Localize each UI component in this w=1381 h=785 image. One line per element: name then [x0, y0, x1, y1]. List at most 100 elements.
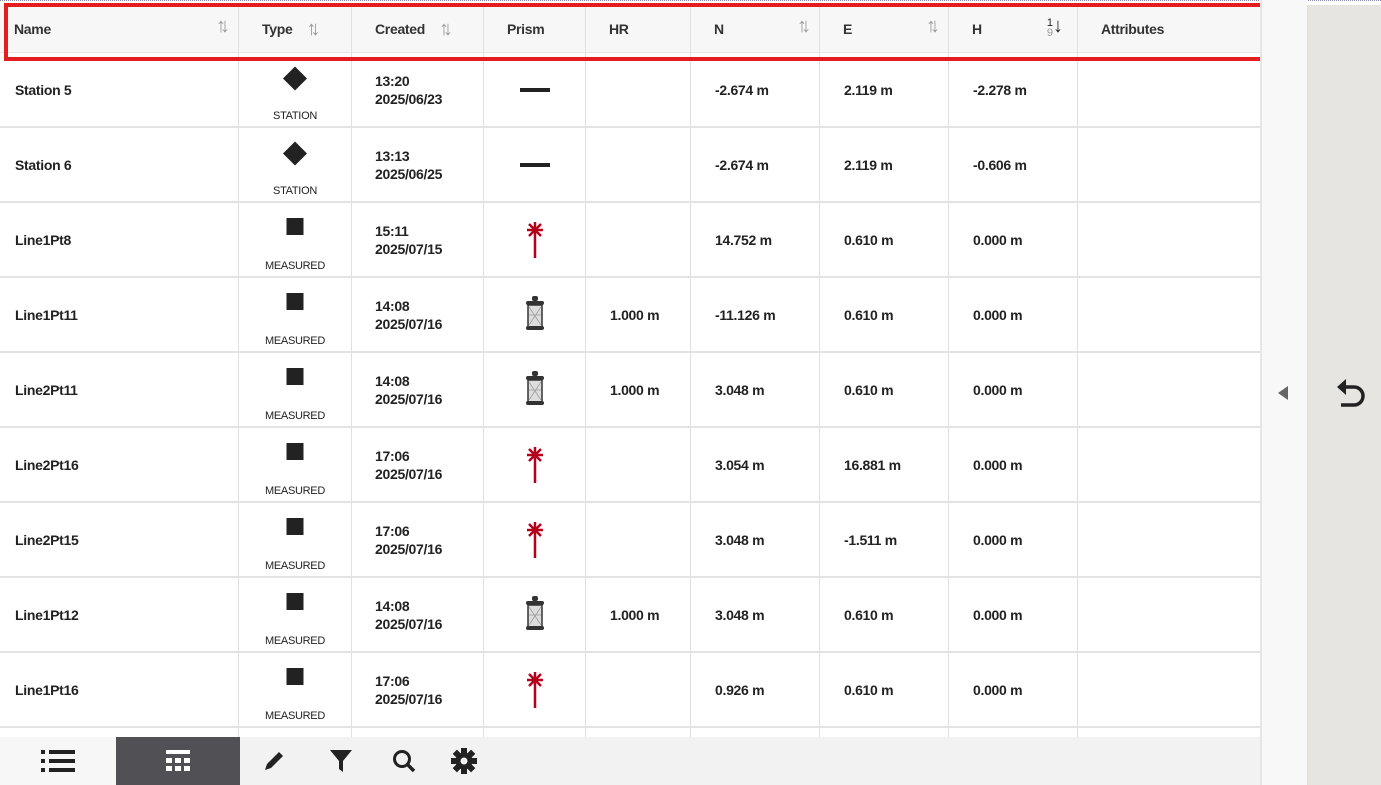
cell-prism — [484, 503, 586, 576]
cell-hr — [586, 428, 691, 501]
cell-attributes — [1078, 128, 1260, 201]
table-row[interactable]: Line1Pt8 MEASURED 15:11 2025/07/15 14.752 m 0… — [0, 203, 1260, 278]
h-value: 0.000 m — [973, 381, 1023, 398]
h-value: -2.278 m — [973, 81, 1027, 98]
filter-button[interactable] — [307, 737, 374, 785]
points-table: Name ↑↓ Type ↑↓ Created ↑↓ Prism HR N ↑↓ E ↑↓ H 1 9↓ At… — [0, 5, 1260, 737]
n-value: -2.674 m — [715, 81, 769, 98]
cell-hr — [586, 503, 691, 576]
table-row[interactable]: Station 6 STATION 13:13 2025/06/25 -2.674 m 2… — [0, 128, 1260, 203]
created-date: 2025/07/16 — [375, 615, 443, 632]
column-header-prism[interactable]: Prism — [484, 5, 586, 53]
column-header-h[interactable]: H 1 9↓ — [949, 5, 1078, 53]
column-header-type[interactable]: Type ↑↓ — [239, 5, 352, 53]
cell — [352, 728, 484, 737]
cell-created: 13:13 2025/06/25 — [352, 128, 484, 201]
sort-icon[interactable]: ↑↓ — [797, 15, 811, 37]
cell-attributes — [1078, 353, 1260, 426]
column-header-created[interactable]: Created ↑↓ — [352, 5, 484, 53]
measured-point-icon — [286, 293, 304, 310]
hr-value: 1.000 m — [610, 381, 660, 398]
cell-type: STATION — [239, 128, 352, 201]
cell — [820, 728, 949, 737]
n-value: 0.926 m — [715, 681, 765, 698]
cell-name: Line1Pt16 — [0, 653, 239, 726]
column-label: N — [714, 21, 724, 37]
hr-value: 1.000 m — [610, 306, 660, 323]
table-row[interactable]: Line2Pt11 MEASURED 14:08 2025/07/16 1.000 m 3… — [0, 353, 1260, 428]
table-button[interactable] — [116, 737, 240, 785]
table-row[interactable]: Line2Pt15 MEASURED 17:06 2025/07/16 3.048 m -… — [0, 503, 1260, 578]
cell-prism — [484, 353, 586, 426]
column-label: E — [843, 21, 853, 37]
cell-hr: 1.000 m — [586, 353, 691, 426]
sort-icon[interactable]: ↑↓ — [216, 15, 230, 37]
column-header-hr[interactable]: HR — [586, 5, 691, 53]
measured-point-icon — [286, 668, 304, 685]
undo-icon[interactable] — [1336, 377, 1368, 413]
created-time: 13:13 — [375, 147, 410, 164]
sort-icon[interactable]: ↑↓ — [306, 17, 320, 40]
table-row[interactable]: Line1Pt11 MEASURED 14:08 2025/07/16 1.000 m -… — [0, 278, 1260, 353]
collapse-arrow-icon[interactable] — [1278, 386, 1288, 400]
side-panel — [1260, 0, 1307, 785]
column-header-name[interactable]: Name ↑↓ — [0, 5, 239, 53]
bottom-toolbar — [0, 737, 1260, 785]
gear-button[interactable] — [434, 737, 494, 785]
no-prism-icon — [519, 87, 550, 92]
search-button[interactable] — [374, 737, 434, 785]
cell-n: -2.674 m — [691, 128, 820, 201]
cell-name: Station 6 — [0, 128, 239, 201]
table-row[interactable]: Line2Pt16 MEASURED 17:06 2025/07/16 3.054 m 1… — [0, 428, 1260, 503]
point-name: Line2Pt11 — [15, 381, 78, 398]
cell-n: -11.126 m — [691, 278, 820, 351]
column-label: Type — [262, 21, 293, 37]
e-value: 2.119 m — [844, 156, 893, 173]
cell-h: 0.000 m — [949, 653, 1078, 726]
cell-prism — [484, 203, 586, 276]
cell-type: MEASURED — [239, 503, 352, 576]
created-time: 13:20 — [375, 72, 410, 89]
n-value: -2.674 m — [715, 156, 769, 173]
cell-attributes — [1078, 503, 1260, 576]
table-icon — [166, 750, 190, 772]
column-header-e[interactable]: E ↑↓ — [820, 5, 949, 53]
created-date: 2025/07/16 — [375, 690, 443, 707]
sort-icon[interactable]: ↑↓ — [439, 17, 453, 40]
table-row[interactable] — [0, 728, 1260, 737]
created-time: 17:06 — [375, 672, 410, 689]
list-button[interactable] — [0, 737, 116, 785]
cell-e: 0.610 m — [820, 203, 949, 276]
station-icon — [282, 141, 308, 166]
cell-e: 2.119 m — [820, 53, 949, 126]
cell-h: 0.000 m — [949, 353, 1078, 426]
e-value: 0.610 m — [844, 306, 894, 323]
table-row[interactable]: Line1Pt12 MEASURED 14:08 2025/07/16 1.000 m 3… — [0, 578, 1260, 653]
cell-type: MEASURED — [239, 353, 352, 426]
h-value: 0.000 m — [973, 681, 1023, 698]
table-row[interactable]: Station 5 STATION 13:20 2025/06/23 -2.674 m 2… — [0, 53, 1260, 128]
column-header-n[interactable]: N ↑↓ — [691, 5, 820, 53]
cell-hr: 1.000 m — [586, 278, 691, 351]
cell — [0, 728, 239, 737]
cell-e: 0.610 m — [820, 278, 949, 351]
sort-numeric-ascending-icon[interactable]: 1 9↓ — [1046, 15, 1063, 40]
measured-point-icon — [286, 368, 304, 385]
cell-prism — [484, 578, 586, 651]
created-time: 15:11 — [375, 222, 409, 239]
column-header-attributes[interactable]: Attributes — [1078, 5, 1260, 53]
cell-type: STATION — [239, 53, 352, 126]
created-date: 2025/07/16 — [375, 390, 443, 407]
table-row[interactable]: Line1Pt16 MEASURED 17:06 2025/07/16 0.926 m 0… — [0, 653, 1260, 728]
sort-icon[interactable]: ↑↓ — [926, 15, 940, 37]
pencil-button[interactable] — [240, 737, 307, 785]
column-label: Created — [375, 21, 426, 37]
cell — [949, 728, 1078, 737]
type-label: STATION — [273, 110, 317, 122]
cell-prism — [484, 428, 586, 501]
table-header: Name ↑↓ Type ↑↓ Created ↑↓ Prism HR N ↑↓ E ↑↓ H 1 9↓ At… — [0, 5, 1260, 53]
no-prism-icon — [519, 162, 550, 167]
h-value: -0.606 m — [973, 156, 1027, 173]
cell — [691, 728, 820, 737]
cell-type: MEASURED — [239, 203, 352, 276]
